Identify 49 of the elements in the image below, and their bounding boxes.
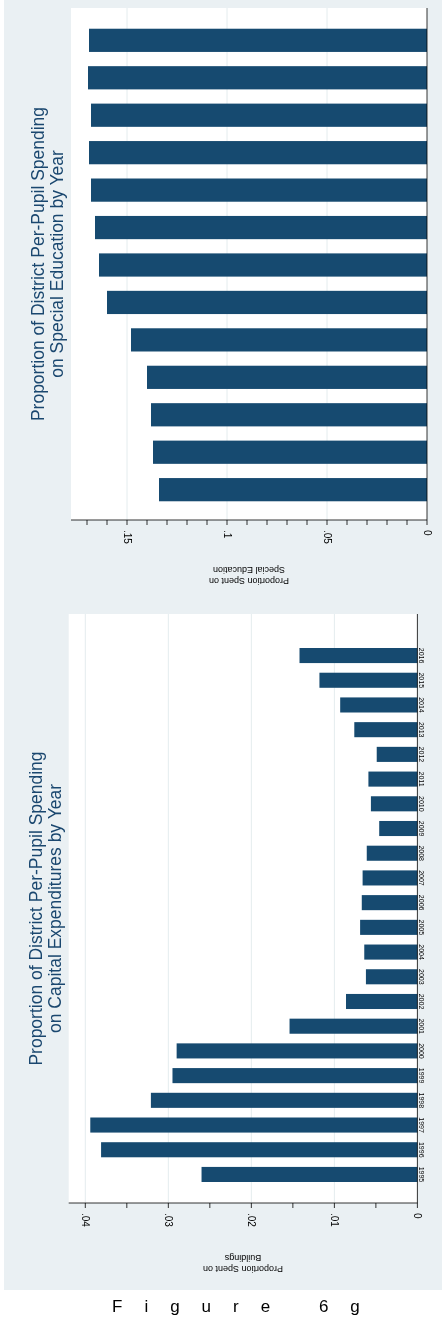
x-axis-title: Proportion Spent on Buildings — [203, 1253, 284, 1274]
bar — [131, 328, 427, 352]
bar — [176, 1043, 418, 1059]
bar — [159, 478, 427, 502]
bar — [379, 820, 418, 837]
x-tick-label: .01 — [328, 1213, 340, 1228]
bar — [346, 993, 418, 1010]
bar — [366, 845, 418, 861]
bar — [364, 944, 418, 960]
x-tick-label: .04 — [79, 1213, 91, 1228]
text: Proportion of District Per-Pupil Spending on Capital Expenditures by Year — [26, 751, 65, 1066]
bar — [354, 722, 418, 738]
text: Proportion of District Per-Pupil Spending on Special Education by Year — [28, 106, 67, 422]
bar — [88, 66, 427, 90]
bar — [153, 440, 427, 464]
bar — [361, 895, 418, 911]
bar — [370, 796, 418, 812]
caption: Figure 6g — [112, 1297, 382, 1316]
bar — [99, 253, 427, 277]
x-tick-label: .03 — [162, 1213, 174, 1228]
x-tick-label: .1 — [221, 530, 233, 539]
bar — [376, 746, 418, 762]
bar — [90, 1117, 418, 1133]
bar — [107, 290, 427, 315]
bar — [101, 1142, 418, 1158]
bar — [319, 672, 418, 688]
bar — [89, 141, 427, 165]
x-tick-label: .15 — [121, 530, 133, 545]
bar — [95, 215, 427, 240]
x-tick-label: .02 — [245, 1213, 257, 1228]
bar — [151, 403, 427, 427]
bar — [172, 1068, 418, 1084]
bar — [365, 969, 418, 985]
bar — [91, 103, 427, 127]
bar — [289, 1018, 418, 1034]
bar — [147, 365, 427, 389]
bar — [201, 1166, 418, 1182]
x-tick-label: 0 — [421, 530, 433, 536]
bar — [150, 1092, 418, 1108]
x-tick-label: .05 — [321, 530, 333, 545]
bar — [362, 870, 418, 886]
x-tick-label: 0 — [411, 1213, 423, 1219]
bar — [299, 648, 418, 664]
x-axis-title: Proportion Spent on Special Education — [208, 565, 290, 586]
bar — [91, 178, 427, 202]
bar — [368, 771, 418, 787]
bar — [340, 697, 418, 713]
bar — [89, 28, 427, 52]
bar — [360, 919, 418, 935]
